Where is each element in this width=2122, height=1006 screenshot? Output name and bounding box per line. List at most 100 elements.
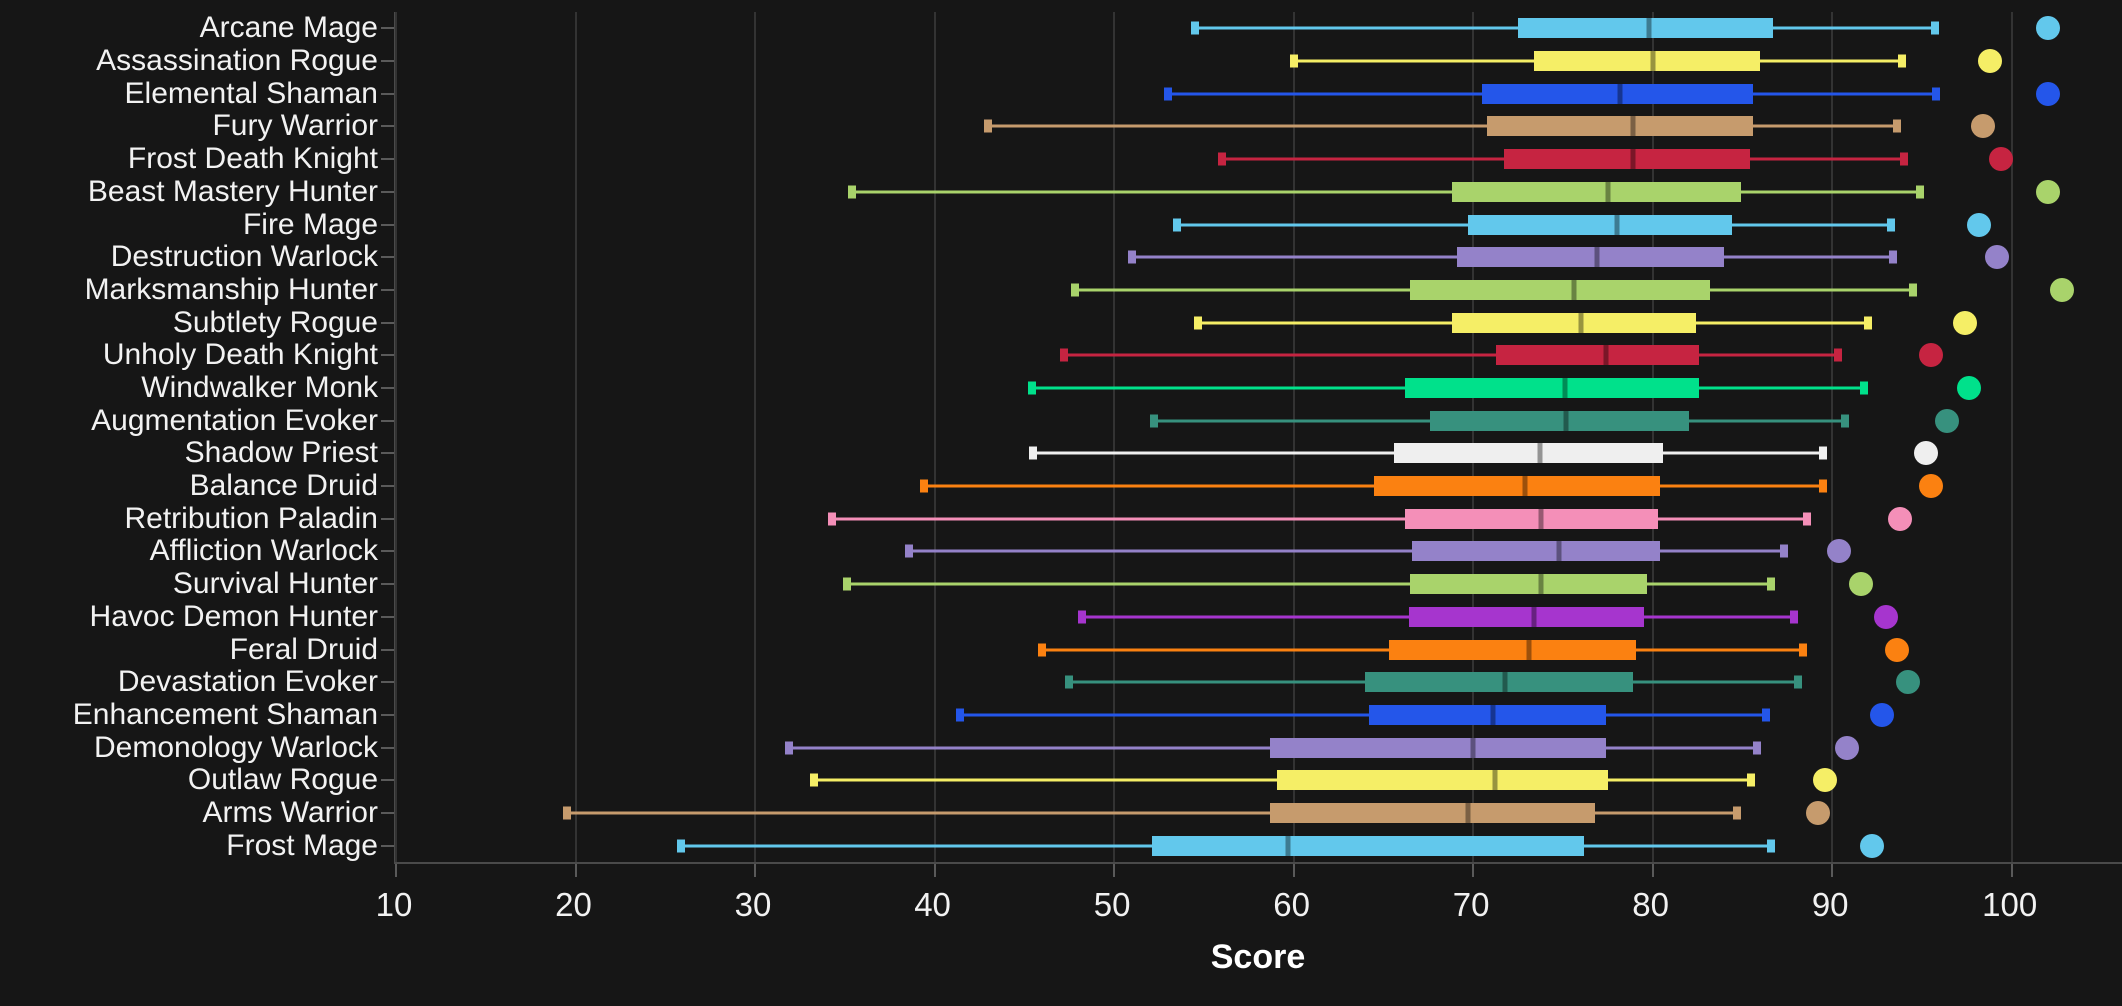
- whisker-cap-high: [1819, 446, 1828, 460]
- median-line: [1522, 476, 1528, 497]
- whisker-cap-high: [1794, 675, 1803, 689]
- whisker-line: [832, 517, 1808, 521]
- iqr-box: [1410, 279, 1711, 300]
- whisker-cap-high: [1932, 87, 1941, 101]
- whisker-cap-low: [1149, 414, 1158, 428]
- iqr-box: [1270, 802, 1596, 823]
- whisker-cap-low: [1289, 54, 1298, 68]
- y-axis-tick: [381, 386, 394, 389]
- box-row: [396, 12, 2122, 862]
- box-row: [396, 12, 2122, 862]
- whisker-line: [1063, 353, 1838, 357]
- y-axis-tick: [381, 648, 394, 651]
- whisker-cap-high: [1860, 381, 1869, 395]
- category-label: Enhancement Shaman: [72, 697, 378, 731]
- x-axis-tick-label: 20: [555, 886, 592, 923]
- outlier-dot: [2049, 277, 2074, 302]
- whisker-cap-high: [1761, 708, 1770, 722]
- whisker-cap-high: [1887, 218, 1896, 231]
- median-line: [1465, 802, 1471, 823]
- y-axis-tick: [381, 125, 394, 128]
- x-axis-tick-labels: 10 20 30 40 50 60 70 80 90 100: [0, 888, 2122, 928]
- median-line: [1526, 639, 1532, 660]
- y-axis-tick: [381, 256, 394, 259]
- median-line: [1605, 181, 1611, 202]
- iqr-box: [1451, 181, 1741, 202]
- y-axis-tick: [381, 713, 394, 716]
- y-axis-tick: [381, 583, 394, 586]
- whisker-cap-high: [1864, 316, 1873, 330]
- outlier-dot: [1874, 604, 1899, 629]
- category-label: Balance Druid: [189, 469, 378, 503]
- whisker-cap-low: [562, 806, 571, 820]
- outlier-dot: [1918, 474, 1943, 499]
- iqr-box: [1430, 410, 1689, 431]
- whisker-cap-high: [1916, 185, 1925, 199]
- box-row: [396, 12, 2122, 862]
- whisker-cap-low: [842, 577, 851, 591]
- x-axis-tick-label: 80: [1632, 886, 1669, 923]
- category-axis-labels: Arcane Mage Assassination Rogue Elemental …: [0, 12, 378, 862]
- whisker-cap-low: [847, 185, 856, 199]
- outlier-dot: [1884, 637, 1909, 662]
- box-row: [396, 12, 2122, 862]
- outlier-dot: [1848, 572, 1873, 597]
- whisker-cap-low: [955, 708, 964, 722]
- outlier-dot: [2035, 179, 2060, 204]
- outlier-dot: [1805, 800, 1830, 825]
- whisker-cap-high: [1819, 479, 1828, 493]
- category-label: Arcane Mage: [199, 11, 378, 45]
- median-line: [1492, 770, 1498, 791]
- iqr-box: [1404, 508, 1659, 529]
- whisker-cap-low: [1194, 316, 1203, 330]
- y-axis-tick: [381, 779, 394, 782]
- outlier-dot: [1913, 441, 1938, 466]
- x-axis-tick: [395, 864, 397, 877]
- y-axis-tick: [381, 27, 394, 30]
- box-row: [396, 12, 2122, 862]
- median-line: [1490, 704, 1496, 725]
- category-label: Unholy Death Knight: [102, 338, 378, 372]
- whisker-cap-high: [1752, 741, 1761, 755]
- box-row: [396, 12, 2122, 862]
- y-axis-tick: [381, 288, 394, 291]
- outlier-dot: [1827, 539, 1852, 564]
- y-axis-tick: [381, 92, 394, 95]
- whisker-cap-low: [785, 741, 794, 755]
- x-axis-tick-label: 10: [375, 886, 413, 923]
- box-row: [396, 12, 2122, 862]
- whisker-line: [851, 190, 1921, 194]
- x-axis-tick-label: 90: [1811, 886, 1849, 923]
- whisker-cap-low: [1163, 87, 1172, 101]
- whisker-cap-low: [1128, 250, 1137, 264]
- whisker-cap-low: [1217, 152, 1226, 166]
- x-axis-tick: [1651, 864, 1654, 877]
- outlier-dot: [1918, 343, 1943, 368]
- median-line: [1502, 672, 1508, 693]
- box-row: [396, 12, 2122, 862]
- y-axis-tick: [381, 321, 394, 324]
- iqr-box: [1412, 541, 1660, 562]
- iqr-box: [1270, 737, 1606, 758]
- x-axis-tick: [1472, 864, 1475, 877]
- category-label: Affliction Warlock: [149, 534, 378, 568]
- box-row: [396, 12, 2122, 862]
- whisker-cap-high: [1908, 283, 1917, 297]
- y-axis-tick: [381, 485, 394, 488]
- median-line: [1578, 312, 1584, 333]
- outlier-dot: [1859, 833, 1884, 858]
- whisker-line: [959, 713, 1766, 717]
- box-row: [396, 12, 2122, 862]
- category-label: Beast Mastery Hunter: [87, 174, 378, 208]
- y-axis-tick: [381, 190, 394, 193]
- outlier-dot: [1967, 212, 1992, 237]
- whisker-cap-low: [1027, 381, 1036, 395]
- gridline: [1472, 12, 1475, 862]
- y-axis-tick: [381, 746, 394, 749]
- box-row: [396, 12, 2122, 862]
- iqr-box: [1518, 18, 1773, 39]
- whisker-cap-high: [1889, 250, 1898, 264]
- outlier-dot: [1812, 768, 1837, 793]
- whisker-cap-low: [1065, 675, 1074, 689]
- iqr-box: [1534, 51, 1761, 72]
